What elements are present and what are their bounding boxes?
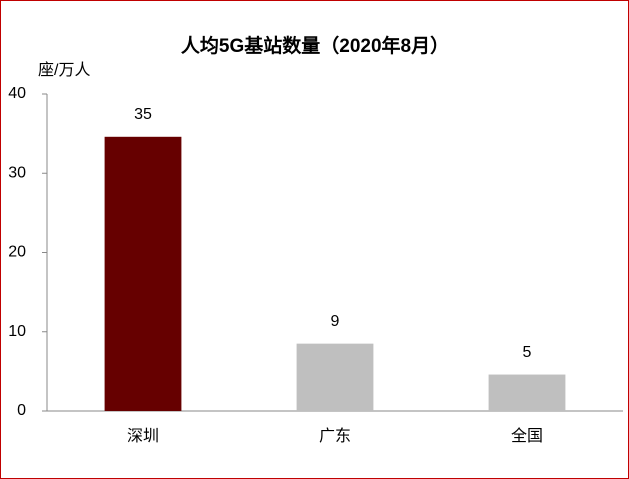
- value-label: 9: [331, 313, 340, 330]
- bar: [488, 374, 566, 411]
- y-tick-label: 0: [17, 402, 26, 419]
- value-label: 35: [134, 106, 152, 123]
- y-tick-label: 20: [8, 244, 26, 261]
- bar: [104, 136, 182, 412]
- x-tick-label: 广东: [319, 427, 351, 445]
- y-tick-label: 40: [8, 85, 26, 102]
- bar: [296, 343, 374, 411]
- y-tick-label: 30: [8, 164, 26, 181]
- value-label: 5: [523, 344, 532, 361]
- x-tick-label: 全国: [511, 427, 543, 445]
- x-tick-label: 深圳: [127, 427, 159, 445]
- y-axis-label: 座/万人: [38, 61, 90, 79]
- y-tick-label: 10: [8, 323, 26, 340]
- chart-title: 人均5G基站数量（2020年8月）: [181, 34, 449, 57]
